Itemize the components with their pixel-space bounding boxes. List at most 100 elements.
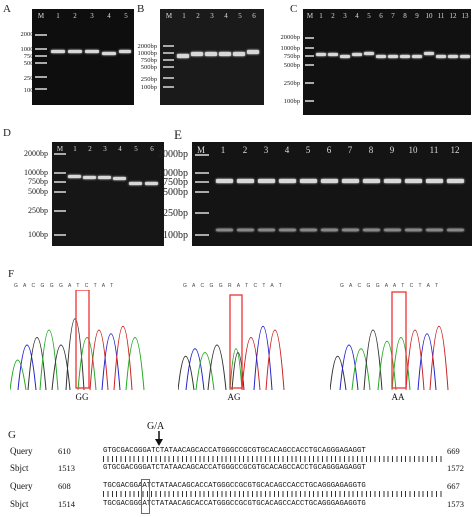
lane-label: 10: [408, 145, 418, 155]
dna-band: [384, 229, 401, 231]
lane-label: 13: [461, 12, 469, 20]
ladder-band: [163, 59, 174, 61]
panel-b-size-750: 750bp: [140, 57, 157, 64]
panel-b-size-250: 250bp: [140, 76, 157, 83]
highlight-box: [75, 290, 90, 389]
lane-label: 3: [343, 12, 347, 20]
panel-c-size-500: 500bp: [283, 62, 300, 69]
alignment-start: 608: [58, 481, 71, 491]
dna-band: [400, 55, 410, 58]
lane-label: 2: [331, 12, 335, 20]
panel-e-size-750: 750bp: [163, 177, 188, 188]
panel-e-size-100: 100bp: [163, 230, 188, 241]
dna-band: [68, 50, 82, 53]
chromatogram-ag: [178, 294, 285, 390]
dna-band: [426, 229, 443, 231]
lane-label: 5: [367, 12, 371, 20]
dna-band: [300, 179, 317, 183]
ladder-band: [35, 88, 47, 90]
alignment-end: 1572: [447, 463, 464, 473]
lane-label: 2: [88, 145, 92, 153]
ladder-band: [35, 55, 47, 57]
lane-label: 6: [379, 12, 383, 20]
dna-band: [258, 179, 275, 183]
lane-label: 6: [150, 145, 154, 153]
ladder-band: [305, 82, 314, 84]
dna-band: [205, 52, 217, 56]
lane-label: 4: [284, 145, 290, 155]
lane-label: 2: [73, 12, 77, 20]
dna-band: [98, 176, 111, 179]
dna-band: [247, 50, 259, 54]
ladder-band: [35, 34, 47, 36]
dna-band: [177, 54, 189, 58]
lane-label: 8: [368, 145, 374, 155]
alignment-match-bars: [103, 456, 443, 462]
dna-band: [405, 229, 422, 231]
dna-band: [460, 55, 470, 58]
dna-band: [102, 52, 116, 55]
chromatogram-gg: [10, 290, 145, 390]
panel-g-label: G: [8, 429, 16, 441]
ladder-band: [195, 154, 209, 156]
gel-image-d: M 1 2 3 4 5 6: [52, 142, 164, 246]
dna-band: [384, 179, 401, 183]
lane-label: M: [37, 12, 45, 20]
panel-c-size-1000: 1000bp: [280, 45, 301, 52]
lane-label: 4: [107, 12, 111, 20]
lane-label: 11: [429, 145, 439, 155]
ladder-band: [54, 210, 66, 212]
dna-band: [328, 53, 338, 56]
gel-image-e: M 1 2 3 4 5 6 7 8 9 10 11 12: [192, 142, 472, 246]
lane-label: 3: [90, 12, 94, 20]
alignment-row-label: Query: [10, 446, 33, 456]
alignment-sequence: GTGCGACGGGATCTATAACAGCACCATGGGCCGCGTGCAC…: [103, 447, 366, 455]
lane-label: 10: [425, 12, 433, 20]
dna-band: [219, 52, 231, 56]
lane-label: 1: [73, 145, 77, 153]
ladder-band: [54, 234, 66, 236]
dna-band: [342, 229, 359, 231]
seq-text-gg: G A C G G G A T C T A T: [14, 283, 116, 289]
lane-label: 2: [242, 145, 248, 155]
dna-band: [342, 179, 359, 183]
panel-d-size-2000: 2000bp: [24, 149, 48, 158]
lane-label: 1: [56, 12, 60, 20]
ladder-band: [54, 153, 66, 155]
alignment-end: 667: [447, 481, 460, 491]
panel-d-size-750: 750bp: [28, 177, 48, 186]
lane-label: 5: [305, 145, 311, 155]
ladder-band: [35, 76, 47, 78]
panel-c-label: C: [290, 3, 298, 15]
dna-band: [119, 50, 131, 53]
highlight-box: [229, 294, 243, 389]
ladder-band: [35, 62, 47, 64]
lane-label: 5: [134, 145, 138, 153]
panel-e-size-1000: 1000bp: [158, 168, 188, 179]
seq-text-ag: G A C G G R A T C T A T: [183, 283, 284, 289]
gel-image-b: M 1 2 3 4 5 6: [160, 9, 264, 105]
dna-band: [129, 182, 142, 185]
dna-band: [436, 55, 446, 58]
ladder-band: [163, 66, 174, 68]
dna-band: [426, 179, 443, 183]
lane-label: M: [196, 145, 205, 155]
dna-band: [216, 179, 233, 183]
dna-band: [233, 52, 245, 56]
dna-band: [388, 55, 398, 58]
ladder-band: [163, 77, 174, 79]
dna-band: [321, 229, 338, 231]
alignment-sequence: TGCGACGGGATCTATAACAGCACCATGGGCCGCGTGCACA…: [103, 500, 366, 508]
genotype-label-gg: GG: [75, 392, 89, 402]
dna-band: [316, 53, 326, 56]
highlight-box: [391, 291, 407, 389]
lane-label: 1: [319, 12, 323, 20]
dna-band: [363, 179, 380, 183]
dna-band: [447, 229, 464, 231]
alignment-row-label: Sbjct: [10, 463, 29, 473]
lane-label: 12: [449, 12, 457, 20]
dna-band: [412, 55, 422, 58]
panel-d-size-250: 250bp: [28, 206, 48, 215]
lane-label: 11: [437, 12, 445, 20]
ladder-band: [35, 48, 47, 50]
